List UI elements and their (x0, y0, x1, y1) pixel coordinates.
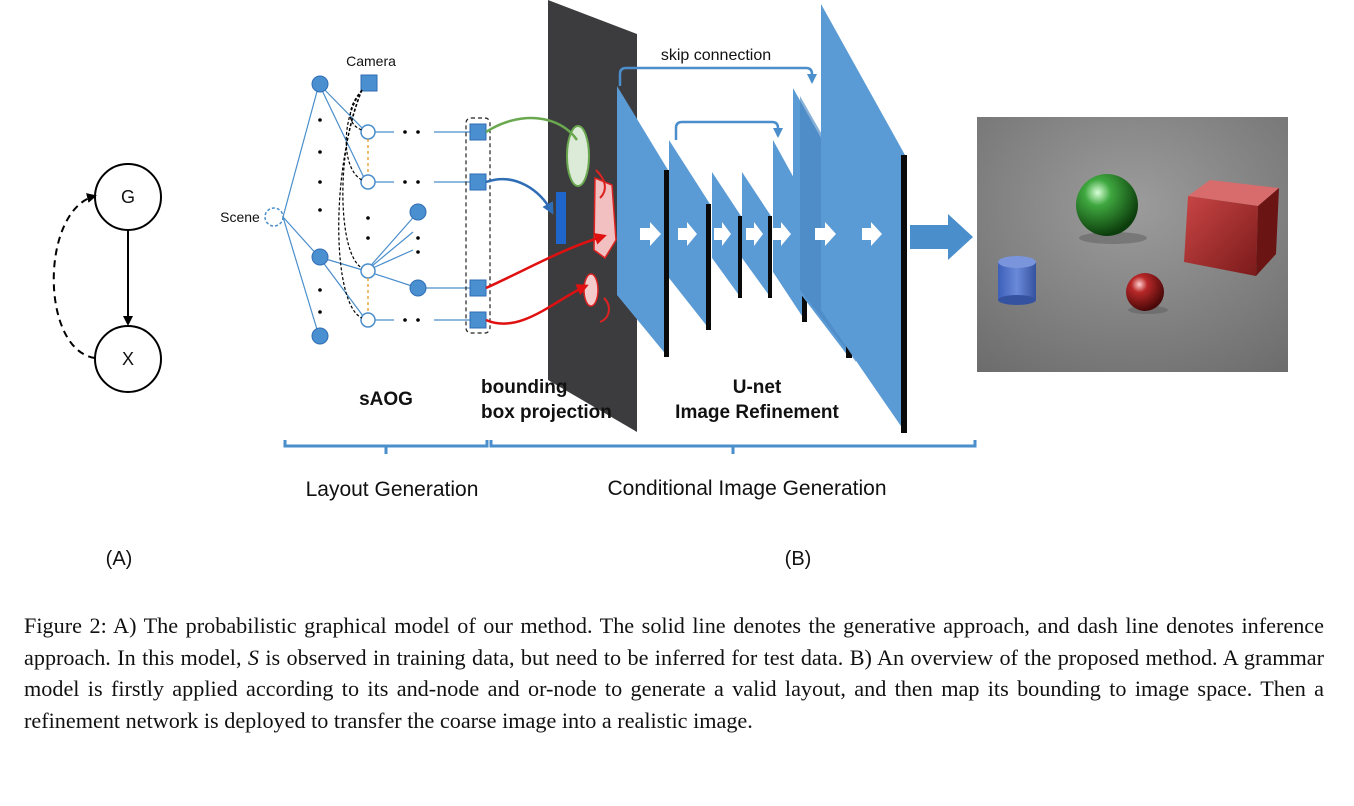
unet-layer (617, 86, 668, 357)
saog-graph: Scene (220, 53, 491, 410)
figure-caption: Figure 2: A) The probabilistic graphical… (24, 610, 1324, 736)
unet-label-line1: U-net (733, 377, 782, 398)
scene-node (264, 207, 284, 227)
bbox-projection: bounding box projection (481, 0, 637, 432)
skip-connection-outer (618, 66, 817, 86)
coarse-layout-canvas (548, 0, 637, 432)
red-sphere (1126, 273, 1164, 311)
panel-a-graphical-model: G X (A) (52, 163, 162, 570)
bbox-node (469, 311, 487, 329)
node-x-label: X (122, 349, 134, 369)
and-node (409, 203, 427, 221)
unet-label-line2: Image Refinement (675, 402, 839, 423)
layout-generation-label: Layout Generation (306, 478, 479, 501)
camera-node (360, 74, 378, 92)
red-cube (1184, 180, 1279, 276)
unet-layer-output (821, 4, 905, 432)
red-object-small (583, 273, 599, 307)
unet: skip connection U-net Image Refinement (617, 4, 973, 433)
panel-b-label: (B) (785, 548, 812, 570)
skip-connection-inner (674, 120, 783, 140)
bbox-label-line2: box projection (481, 402, 612, 423)
projection-curve-blue (485, 177, 554, 215)
projection-curve-red-2 (485, 284, 589, 325)
bbox-node (469, 123, 487, 141)
or-node (360, 312, 376, 328)
skip-connection-label: skip connection (661, 47, 771, 64)
saog-label: sAOG (359, 389, 413, 410)
inference-edge (52, 193, 97, 359)
caption-part1: Figure 2: A) The probabilistic graphical… (24, 613, 1324, 670)
conditional-generation-label: Conditional Image Generation (607, 477, 886, 500)
stage-brackets (283, 440, 977, 454)
scene-label: Scene (220, 209, 260, 225)
green-object (566, 125, 590, 187)
bbox-node (469, 173, 487, 191)
and-node (311, 75, 329, 93)
bbox-node (469, 279, 487, 297)
blue-object (556, 192, 566, 244)
output-render (977, 117, 1288, 372)
or-node (360, 174, 376, 190)
and-node (409, 279, 427, 297)
or-node (360, 263, 376, 279)
panel-a-label: (A) (106, 548, 133, 570)
or-node (360, 124, 376, 140)
output-arrow (910, 214, 973, 260)
node-x (94, 325, 162, 393)
camera-label: Camera (346, 53, 396, 69)
bbox-group-outline (465, 117, 491, 334)
caption-variable: S (247, 644, 259, 670)
bbox-label-line1: bounding (481, 377, 568, 398)
node-g-label: G (121, 187, 135, 207)
green-sphere (1076, 174, 1138, 236)
and-node (311, 327, 329, 345)
projection-curve-red-1 (485, 233, 607, 290)
caption-part2: is observed in training data, but need t… (24, 644, 1324, 733)
blue-cylinder (998, 256, 1036, 305)
and-node (311, 248, 329, 266)
projection-curve-green (485, 116, 579, 141)
